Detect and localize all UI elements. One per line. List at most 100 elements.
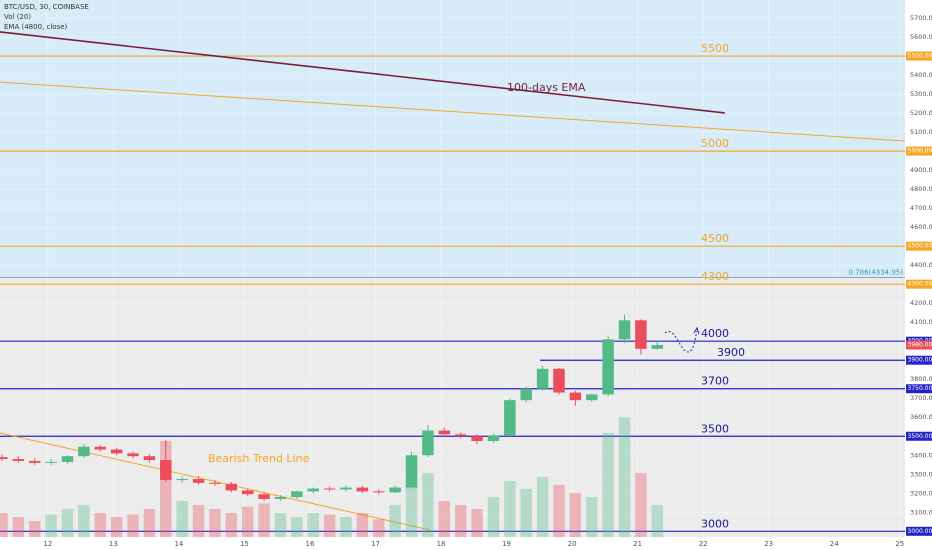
axis-badge-label: 4300.00 (908, 281, 932, 288)
axis-badge-label: 5000.00 (908, 148, 932, 155)
candle-body (143, 456, 156, 461)
x-tick-label: 23 (764, 540, 773, 548)
candle-body (340, 487, 352, 490)
annotation: 100-days EMA (507, 81, 586, 94)
axis-badge (906, 146, 932, 156)
volume-bar (618, 417, 631, 537)
x-tick-label: 16 (306, 540, 315, 548)
candle-body (12, 459, 25, 461)
volume-bar (160, 441, 172, 537)
candle-body (28, 460, 41, 463)
y-tick-label: 3600.00 (910, 413, 932, 421)
level-text: 4500 (701, 232, 729, 245)
level-text: 5000 (701, 137, 729, 150)
candle-body (307, 488, 319, 492)
x-tick-label: 25 (895, 540, 904, 548)
price-axis (905, 0, 932, 550)
candle-body (373, 491, 385, 493)
x-tick-label: 24 (830, 540, 839, 548)
axis-badge-label: 3500.00 (908, 433, 932, 440)
candle-body (536, 368, 549, 389)
axis-badge (906, 355, 932, 365)
x-tick-label: 20 (568, 540, 577, 548)
volume-bar (110, 517, 123, 537)
y-tick-label: 4700.00 (910, 204, 932, 212)
symbol-title: BTC/USD, 30, COINBASE (4, 3, 89, 11)
y-tick-label: 5400.00 (910, 71, 932, 79)
candle-body (61, 456, 74, 462)
volume-bar (651, 505, 664, 537)
volume-bar (241, 506, 254, 537)
axis-badge (906, 431, 932, 441)
volume-bar (553, 485, 565, 537)
candle-body (291, 491, 303, 498)
candle-body (553, 368, 565, 393)
candle-body (274, 497, 287, 499)
candle-body (635, 320, 647, 349)
candle-body (160, 460, 172, 480)
last-price-badge (906, 340, 932, 350)
volume-bar (373, 519, 385, 537)
trend-line (0, 31, 725, 114)
candle-body (651, 345, 664, 349)
axis-badge (906, 384, 932, 394)
candle-body (192, 479, 205, 483)
lower-zone (0, 278, 905, 537)
candle-body (241, 490, 254, 495)
candle-body (586, 394, 598, 401)
volume-bar (504, 481, 516, 537)
level-text: 3900 (717, 346, 745, 359)
y-tick-label: 3400.00 (910, 451, 932, 459)
y-tick-label: 5700.00 (910, 14, 932, 22)
candle-body (405, 455, 418, 488)
volume-bar (78, 505, 90, 537)
y-tick-label: 3300.00 (910, 470, 932, 478)
axis-badge-label: 3750.00 (908, 385, 932, 392)
candle-body (422, 430, 434, 456)
candle-body (602, 339, 614, 395)
axis-badge-label: 3000.00 (908, 528, 932, 535)
candle-body (356, 487, 369, 492)
volume-bar (471, 509, 483, 537)
volume-bar (209, 509, 221, 537)
volume-bar (45, 514, 57, 537)
volume-bar (127, 514, 139, 537)
volume-bar (28, 521, 41, 537)
x-tick-label: 22 (699, 540, 708, 548)
candle-body (520, 388, 532, 401)
volume-bar (192, 505, 205, 537)
candle-body (504, 400, 516, 436)
y-tick-label: 4100.00 (910, 318, 932, 326)
volume-bar (307, 513, 319, 537)
volume-bar (389, 505, 401, 537)
axis-badge (906, 51, 932, 61)
candle-body (78, 446, 90, 457)
volume-bar (405, 457, 418, 537)
time-axis (0, 537, 905, 550)
indicator-label: Vol (20) (4, 13, 31, 21)
volume-bar (94, 513, 106, 537)
candle-body (225, 483, 238, 491)
volume-bar (225, 513, 238, 537)
y-tick-label: 5100.00 (910, 128, 932, 136)
candle-body (258, 494, 270, 499)
candle-body (209, 482, 221, 484)
annotation: Bearish Trend Line (208, 452, 310, 465)
x-tick-label: 19 (502, 540, 511, 548)
indicator-label: EMA (4800, close) (4, 23, 68, 31)
y-tick-label: 3800.00 (910, 375, 932, 383)
candle-body (618, 320, 631, 340)
y-tick-label: 4400.00 (910, 261, 932, 269)
level-text: 3500 (701, 422, 729, 435)
volume-bar (520, 489, 532, 537)
x-tick-label: 14 (174, 540, 183, 548)
level-text: 4300 (701, 270, 729, 283)
y-tick-label: 5300.00 (910, 90, 932, 98)
projection (664, 330, 698, 353)
candle-body (389, 487, 401, 493)
y-tick-label: 5600.00 (910, 33, 932, 41)
candle-body (487, 435, 500, 442)
y-tick-label: 4600.00 (910, 223, 932, 231)
upper-zone (0, 0, 905, 278)
